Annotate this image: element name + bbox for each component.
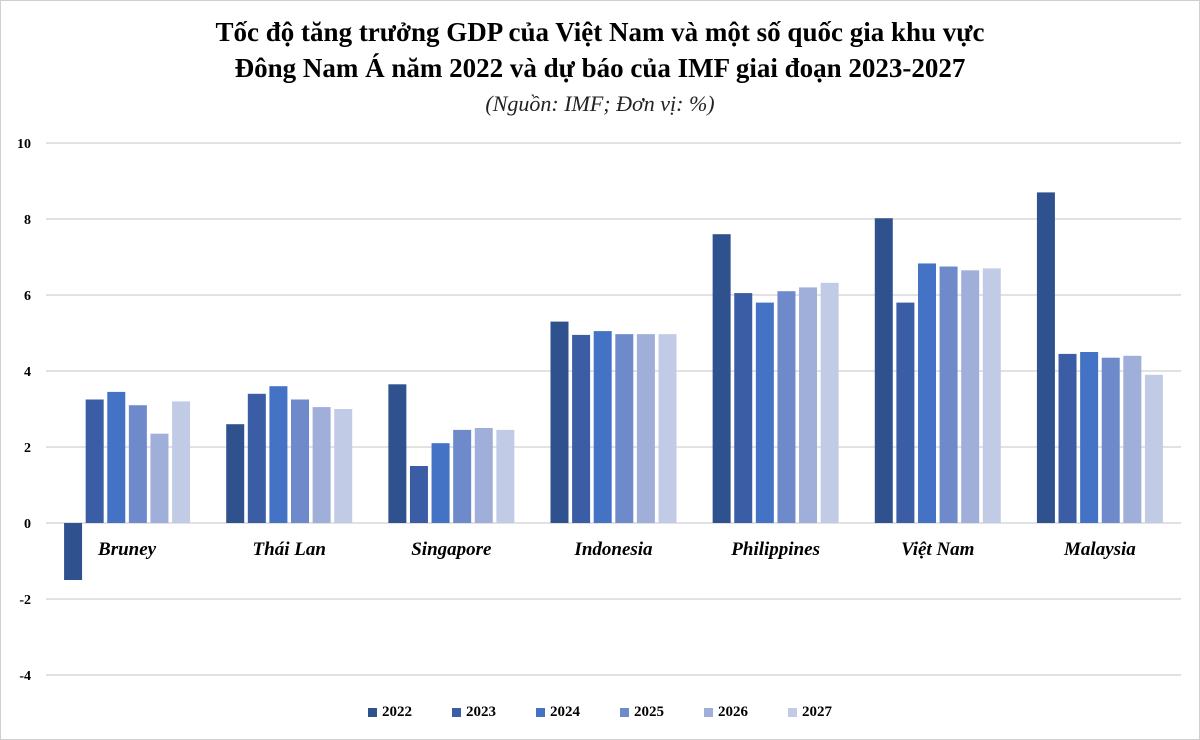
category-label: Bruney — [97, 539, 157, 560]
category-label: Thái Lan — [253, 539, 326, 560]
legend-swatch — [620, 708, 629, 717]
bar-2024-3 — [593, 331, 612, 523]
legend-label: 2026 — [718, 704, 748, 720]
legend-label: 2025 — [634, 704, 664, 720]
legend-label: 2022 — [382, 704, 412, 720]
bar-2024-1 — [269, 386, 288, 523]
legend-item-2024: 2024 — [536, 704, 580, 721]
legend-label: 2027 — [802, 704, 832, 720]
bar-2023-6 — [1058, 353, 1077, 523]
bar-2022-0 — [64, 523, 83, 580]
legend-item-2027: 2027 — [788, 704, 832, 721]
bar-2026-0 — [150, 433, 169, 523]
bar-2026-6 — [1123, 355, 1142, 523]
legend-swatch — [536, 708, 545, 717]
bar-2027-4 — [820, 282, 839, 523]
legend-swatch — [452, 708, 461, 717]
bar-2026-2 — [474, 428, 493, 523]
bar-2027-0 — [172, 401, 191, 523]
y-tick-label: 4 — [24, 365, 31, 380]
bar-2025-3 — [615, 334, 634, 523]
bar-2027-2 — [496, 429, 515, 523]
bar-2022-5 — [874, 218, 893, 524]
bar-2023-5 — [896, 302, 915, 523]
legend-label: 2024 — [550, 704, 580, 720]
bar-2027-5 — [982, 268, 1001, 523]
bar-2025-6 — [1101, 357, 1120, 523]
legend-swatch — [788, 708, 797, 717]
bar-2025-2 — [453, 429, 472, 523]
bar-2025-0 — [128, 405, 147, 523]
bar-2023-4 — [734, 293, 753, 523]
legend-item-2026: 2026 — [704, 704, 748, 721]
bar-2024-2 — [431, 443, 450, 523]
legend-swatch — [704, 708, 713, 717]
legend-item-2022: 2022 — [368, 704, 412, 721]
bar-2024-5 — [917, 263, 936, 523]
bar-2022-2 — [388, 384, 407, 523]
bar-2026-3 — [636, 334, 655, 523]
y-tick-label: 8 — [24, 213, 31, 228]
bar-2025-1 — [291, 399, 310, 523]
category-label: Singapore — [411, 539, 492, 560]
bar-2027-3 — [658, 334, 677, 523]
bar-2024-4 — [755, 302, 774, 523]
legend-item-2025: 2025 — [620, 704, 664, 721]
category-label: Việt Nam — [901, 539, 974, 560]
legend-swatch — [368, 708, 377, 717]
y-tick-label: -2 — [19, 593, 31, 608]
bar-2022-1 — [226, 424, 245, 523]
category-label: Indonesia — [573, 539, 653, 560]
chart-subtitle: (Nguồn: IMF; Đơn vị: %) — [485, 91, 715, 116]
bar-2024-0 — [107, 391, 126, 523]
bar-2023-0 — [85, 399, 104, 523]
y-tick-label: 6 — [24, 289, 31, 304]
bar-2023-1 — [247, 393, 266, 523]
bar-2024-6 — [1080, 352, 1099, 523]
bar-2022-4 — [712, 234, 731, 523]
bar-2026-5 — [961, 270, 980, 523]
chart-title: Tốc độ tăng trưởng GDP của Việt Nam và m… — [215, 17, 985, 47]
bar-2027-6 — [1144, 374, 1163, 523]
category-label: Philippines — [730, 539, 820, 560]
y-tick-label: 0 — [24, 517, 31, 532]
bar-2023-2 — [409, 466, 428, 523]
bar-2025-5 — [939, 266, 958, 523]
legend: 2022 2023 2024 2025 2026 2027 — [1, 704, 1199, 721]
legend-label: 2023 — [466, 704, 496, 720]
bar-2026-4 — [799, 287, 818, 523]
category-label: Malaysia — [1063, 539, 1136, 560]
bar-2025-4 — [777, 291, 796, 523]
bar-2022-6 — [1036, 192, 1055, 523]
y-tick-label: 2 — [24, 441, 31, 456]
bar-2026-1 — [312, 407, 331, 523]
bar-2023-3 — [572, 334, 591, 523]
legend-item-2023: 2023 — [452, 704, 496, 721]
bar-2022-3 — [550, 321, 569, 523]
y-tick-label: 10 — [17, 137, 31, 152]
y-tick-label: -4 — [19, 669, 31, 684]
bar-2027-1 — [334, 409, 353, 523]
chart-title-line2: Đông Nam Á năm 2022 và dự báo của IMF gi… — [234, 53, 966, 83]
